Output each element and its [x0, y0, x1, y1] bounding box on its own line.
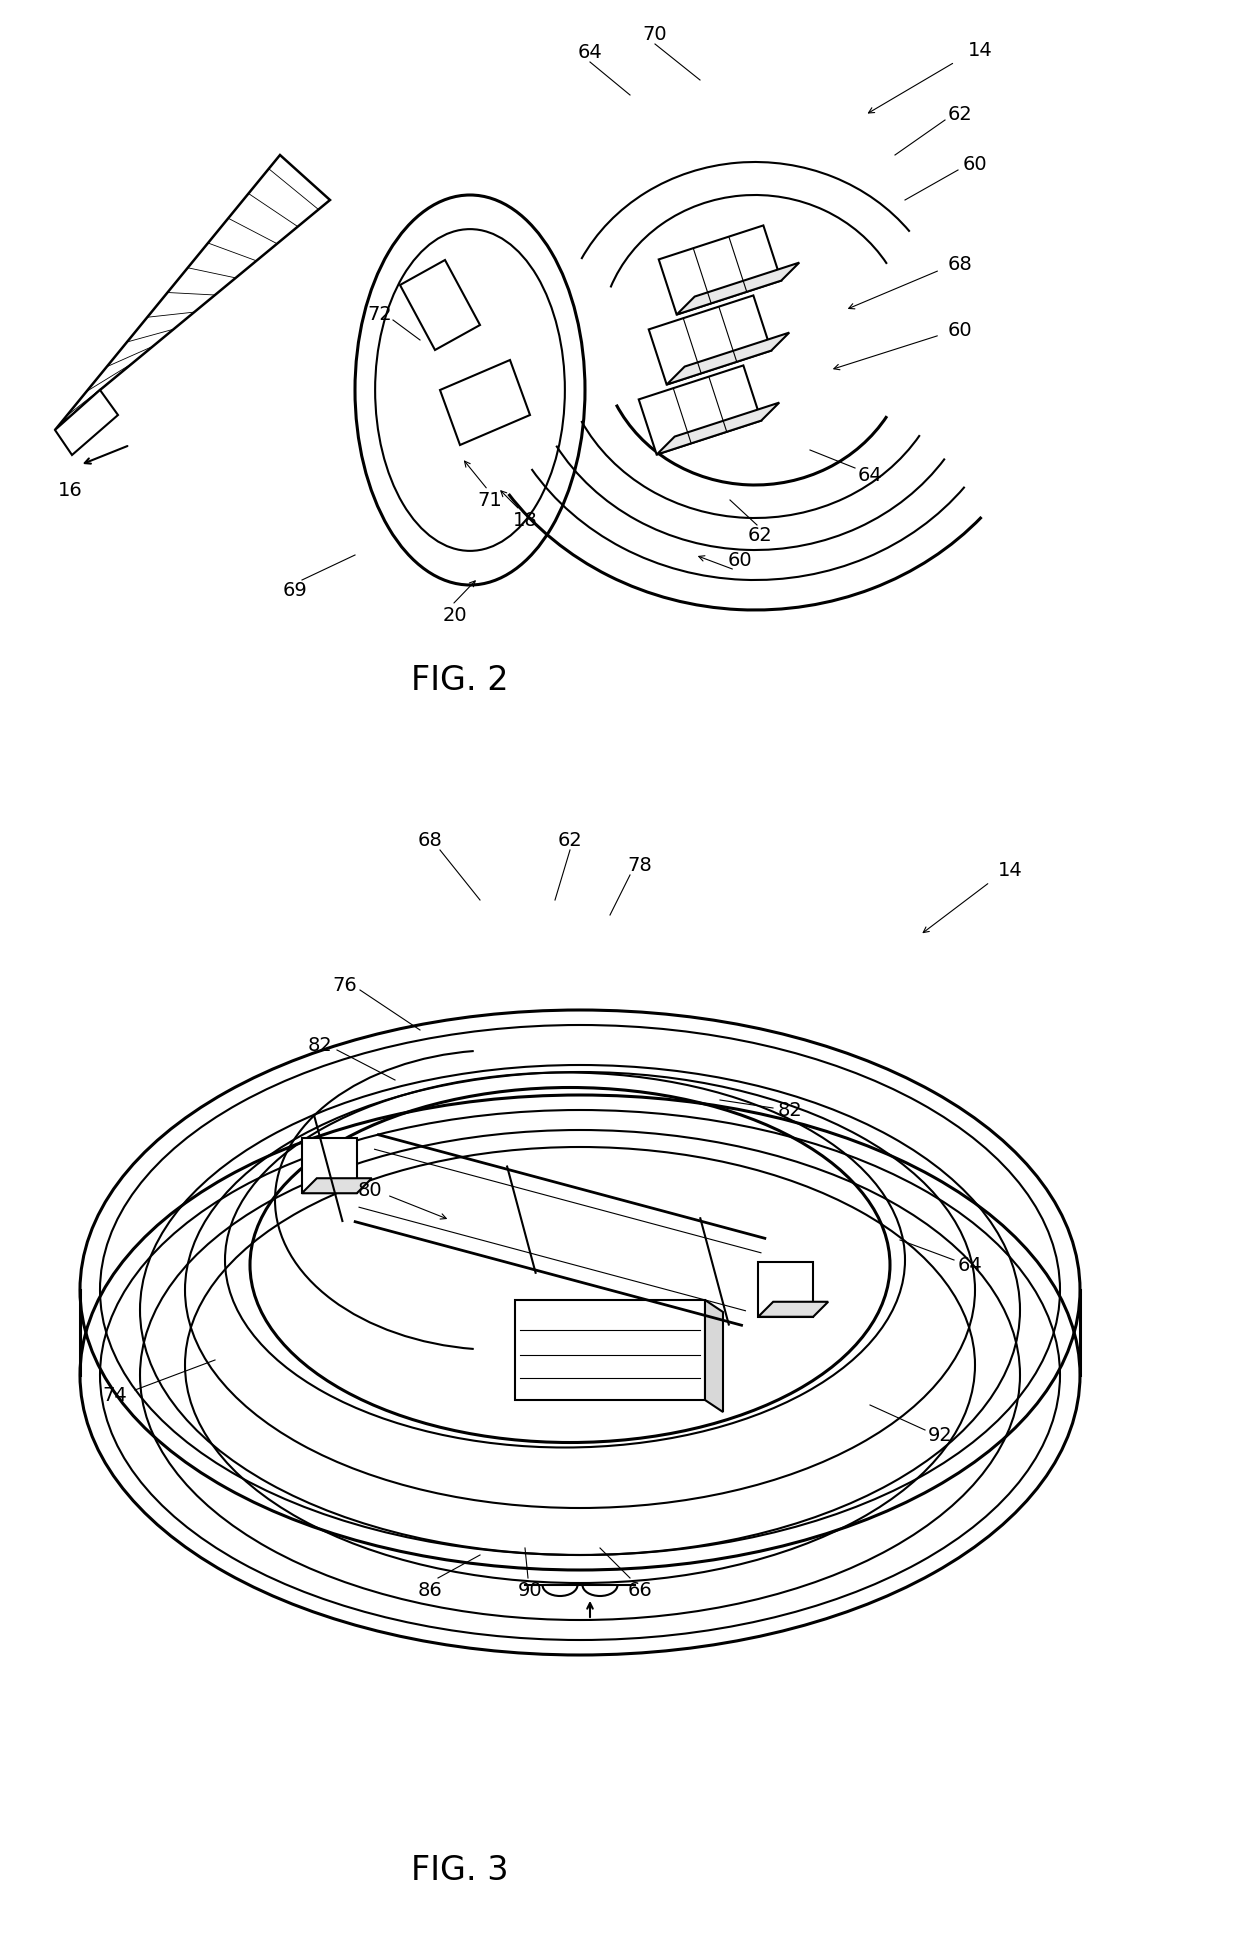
Polygon shape [657, 402, 779, 455]
Polygon shape [667, 332, 790, 385]
Text: 69: 69 [283, 581, 308, 599]
Polygon shape [301, 1139, 357, 1194]
Text: 76: 76 [332, 976, 357, 995]
Text: 86: 86 [418, 1580, 443, 1600]
Text: 68: 68 [947, 255, 972, 274]
Text: 18: 18 [512, 511, 537, 529]
Text: 60: 60 [947, 321, 972, 340]
Polygon shape [401, 260, 480, 350]
Text: 64: 64 [578, 43, 603, 62]
Text: 92: 92 [928, 1425, 952, 1444]
Polygon shape [440, 360, 529, 445]
Text: 66: 66 [627, 1580, 652, 1600]
Text: 80: 80 [357, 1180, 382, 1199]
Polygon shape [301, 1178, 372, 1194]
Polygon shape [639, 365, 761, 455]
Text: 60: 60 [962, 156, 987, 175]
Text: 62: 62 [947, 105, 972, 124]
Polygon shape [706, 1301, 723, 1411]
Polygon shape [677, 262, 800, 315]
Polygon shape [658, 226, 781, 315]
Text: 20: 20 [443, 605, 467, 624]
Text: 82: 82 [777, 1100, 802, 1120]
Text: 14: 14 [967, 41, 992, 60]
Text: 64: 64 [957, 1256, 982, 1275]
Text: 70: 70 [642, 25, 667, 45]
Text: 64: 64 [858, 465, 883, 484]
Polygon shape [55, 391, 118, 455]
Polygon shape [758, 1302, 828, 1316]
Text: 72: 72 [367, 305, 392, 325]
Text: 78: 78 [627, 855, 652, 875]
Text: 74: 74 [103, 1386, 128, 1404]
Text: 16: 16 [57, 480, 82, 500]
Polygon shape [649, 295, 771, 385]
Polygon shape [55, 156, 330, 430]
Text: 71: 71 [477, 490, 502, 509]
Polygon shape [515, 1301, 706, 1400]
Text: 62: 62 [558, 830, 583, 850]
Text: 90: 90 [517, 1580, 542, 1600]
Text: 82: 82 [308, 1036, 332, 1054]
Text: 14: 14 [998, 861, 1022, 879]
Text: 62: 62 [748, 525, 773, 544]
Text: 60: 60 [728, 550, 753, 570]
Polygon shape [758, 1262, 813, 1316]
Text: FIG. 3: FIG. 3 [412, 1853, 508, 1886]
Text: FIG. 2: FIG. 2 [412, 663, 508, 696]
Text: 68: 68 [418, 830, 443, 850]
